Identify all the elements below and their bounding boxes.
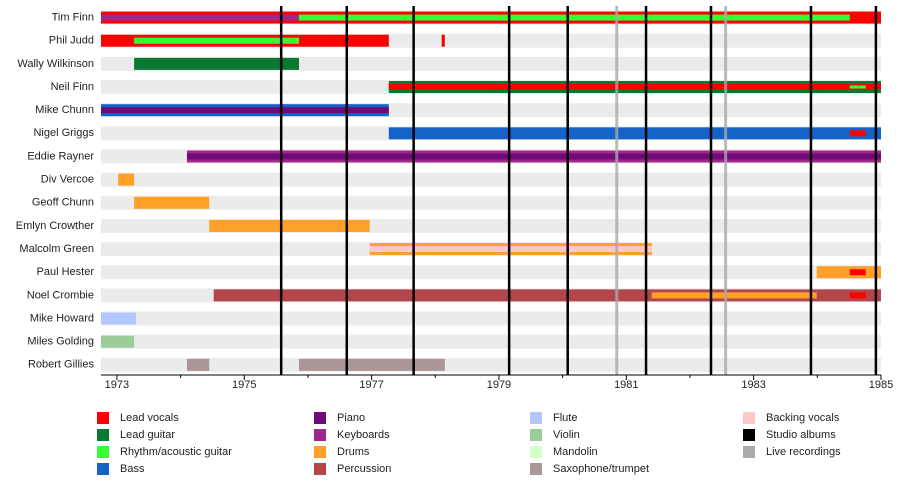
member-name: Phil Judd — [49, 35, 94, 47]
row-background — [101, 357, 881, 372]
member-name: Malcolm Green — [19, 243, 94, 255]
legend-label: Piano — [337, 412, 365, 424]
legend-swatch — [97, 463, 109, 475]
legend-swatch — [530, 412, 542, 424]
member-bar — [101, 335, 135, 348]
member-bar — [299, 14, 850, 21]
legend-label: Keyboards — [337, 429, 390, 441]
x-tick-label: 1983 — [741, 379, 765, 391]
member-name: Div Vercoe — [41, 174, 94, 186]
member-bar — [186, 153, 882, 160]
member-bar — [118, 173, 135, 186]
member-bar — [101, 14, 300, 21]
member-bar — [816, 266, 881, 279]
member-bar — [134, 37, 300, 44]
member-bar — [849, 269, 866, 276]
legend-swatch — [314, 463, 326, 475]
member-bar — [388, 84, 881, 91]
member-name: Wally Wilkinson — [17, 58, 94, 70]
legend-label: Saxophone/trumpet — [553, 463, 649, 475]
member-name: Geoff Chunn — [32, 197, 94, 209]
member-bar — [101, 107, 389, 114]
member-bar — [441, 34, 445, 47]
member-bar — [369, 246, 652, 253]
x-tick-label: 1973 — [105, 379, 129, 391]
row-background — [101, 265, 881, 280]
legend-label: Mandolin — [553, 446, 598, 458]
legend-swatch — [743, 429, 755, 441]
legend-swatch — [314, 429, 326, 441]
member-bar — [651, 292, 817, 299]
legend-swatch — [314, 446, 326, 458]
legend-label: Flute — [553, 412, 577, 424]
row-background — [101, 195, 881, 210]
legend-swatch — [530, 446, 542, 458]
legend-label: Violin — [553, 429, 580, 441]
legend-label: Bass — [120, 463, 145, 475]
legend-label: Lead vocals — [120, 412, 179, 424]
legend-swatch — [97, 429, 109, 441]
legend-swatch — [97, 446, 109, 458]
legend-label: Studio albums — [766, 429, 836, 441]
member-bar — [849, 130, 866, 137]
member-name: Neil Finn — [51, 81, 94, 93]
row-background — [101, 311, 881, 326]
member-name: Mike Chunn — [35, 104, 94, 116]
member-bar — [209, 219, 370, 232]
member-name: Miles Golding — [27, 336, 94, 348]
member-bar — [134, 57, 300, 70]
member-name: Noel Crombie — [27, 289, 94, 301]
member-name: Paul Hester — [37, 266, 95, 278]
legend-swatch — [97, 412, 109, 424]
legend-swatch — [743, 446, 755, 458]
legend-swatch — [743, 412, 755, 424]
member-name: Eddie Rayner — [27, 150, 94, 162]
legend-label: Drums — [337, 446, 370, 458]
member-name: Emlyn Crowther — [16, 220, 95, 232]
member-bar — [388, 127, 881, 140]
member-bar — [134, 196, 210, 209]
member-bar — [101, 312, 137, 325]
legend-swatch — [530, 429, 542, 441]
legend-swatch — [314, 412, 326, 424]
legend-label: Lead guitar — [120, 429, 175, 441]
member-bar — [299, 358, 445, 371]
member-bar — [849, 85, 866, 89]
member-name: Nigel Griggs — [33, 127, 94, 139]
legend-label: Live recordings — [766, 446, 841, 458]
legend-label: Backing vocals — [766, 412, 840, 424]
x-tick-label: 1981 — [614, 379, 638, 391]
x-tick-label: 1979 — [487, 379, 511, 391]
x-tick-label: 1977 — [359, 379, 383, 391]
legend-label: Percussion — [337, 463, 391, 475]
member-bar — [186, 358, 210, 371]
legend-label: Rhythm/acoustic guitar — [120, 446, 232, 458]
member-name: Mike Howard — [30, 312, 94, 324]
row-background — [101, 334, 881, 349]
row-background — [101, 172, 881, 187]
member-name: Robert Gillies — [28, 359, 95, 371]
x-tick-label: 1975 — [232, 379, 256, 391]
member-bar — [849, 292, 866, 299]
legend-swatch — [530, 463, 542, 475]
member-name: Tim Finn — [52, 11, 94, 23]
x-tick-label: 1985 — [869, 379, 893, 391]
